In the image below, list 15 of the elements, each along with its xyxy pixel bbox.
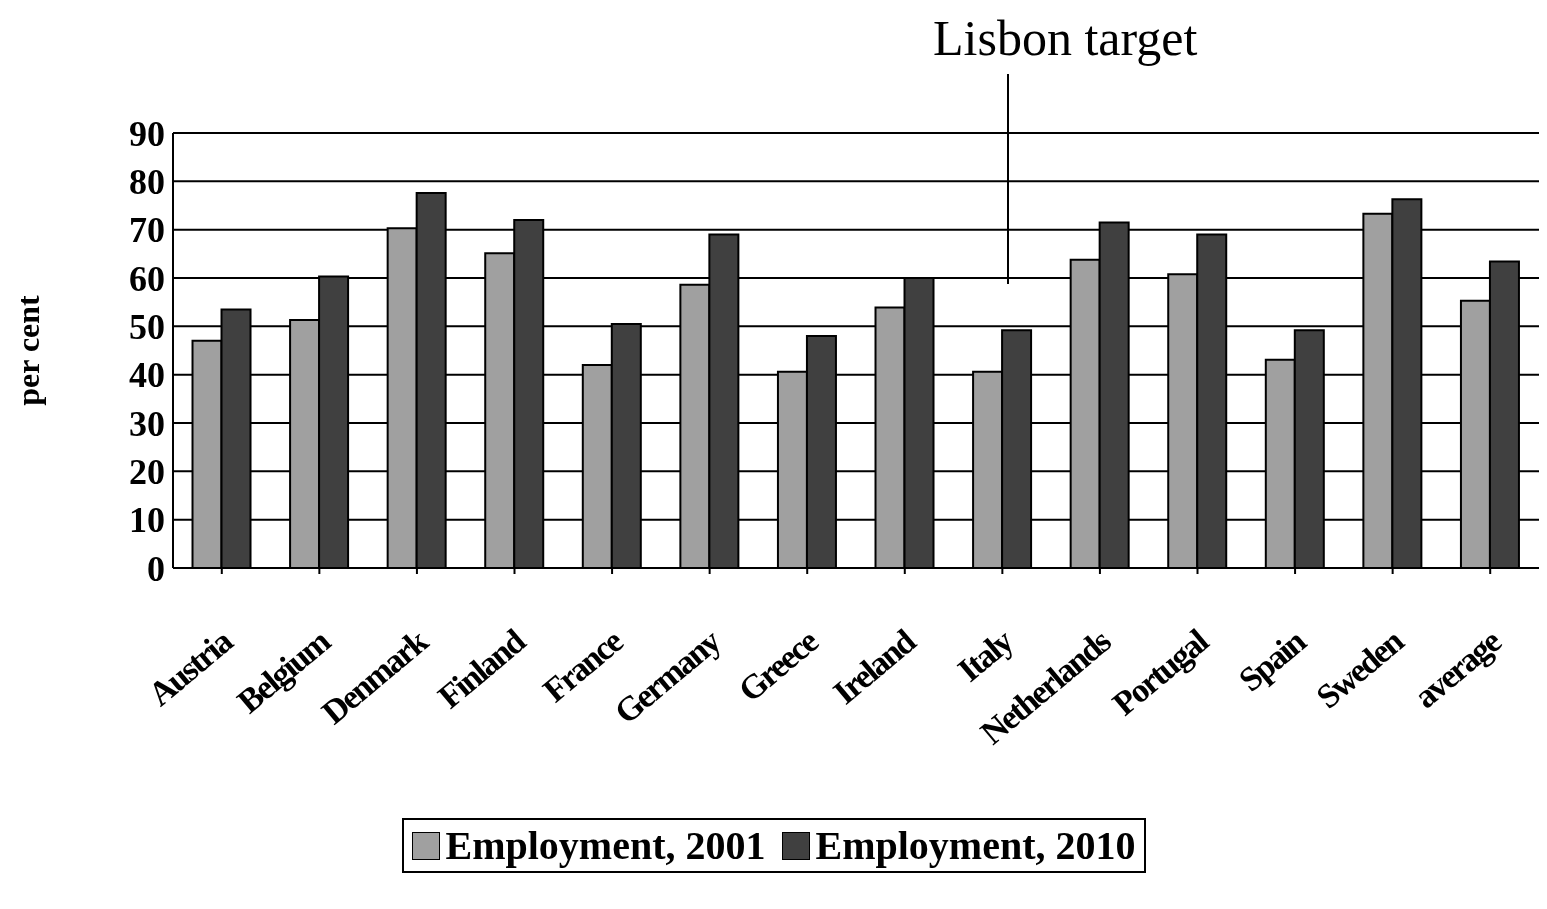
y-tick-label: 0: [147, 548, 165, 589]
y-tick-label: 90: [129, 113, 165, 154]
y-tick-label: 60: [129, 258, 165, 299]
y-axis-title: per cent: [10, 294, 47, 406]
y-tick-label: 10: [129, 500, 165, 541]
legend-label: Employment, 2010: [814, 822, 1136, 869]
y-tick-label: 40: [129, 355, 165, 396]
y-tick-label: 80: [129, 162, 165, 203]
y-tick-label: 30: [129, 403, 165, 444]
y-tick-label: 70: [129, 210, 165, 251]
legend-label: Employment, 2001: [444, 822, 766, 869]
y-tick-label: 20: [129, 452, 165, 493]
y-tick-label: 50: [129, 307, 165, 348]
text: Lisbon target: [933, 10, 1198, 66]
x-tick-label: Spain: [1231, 621, 1314, 699]
